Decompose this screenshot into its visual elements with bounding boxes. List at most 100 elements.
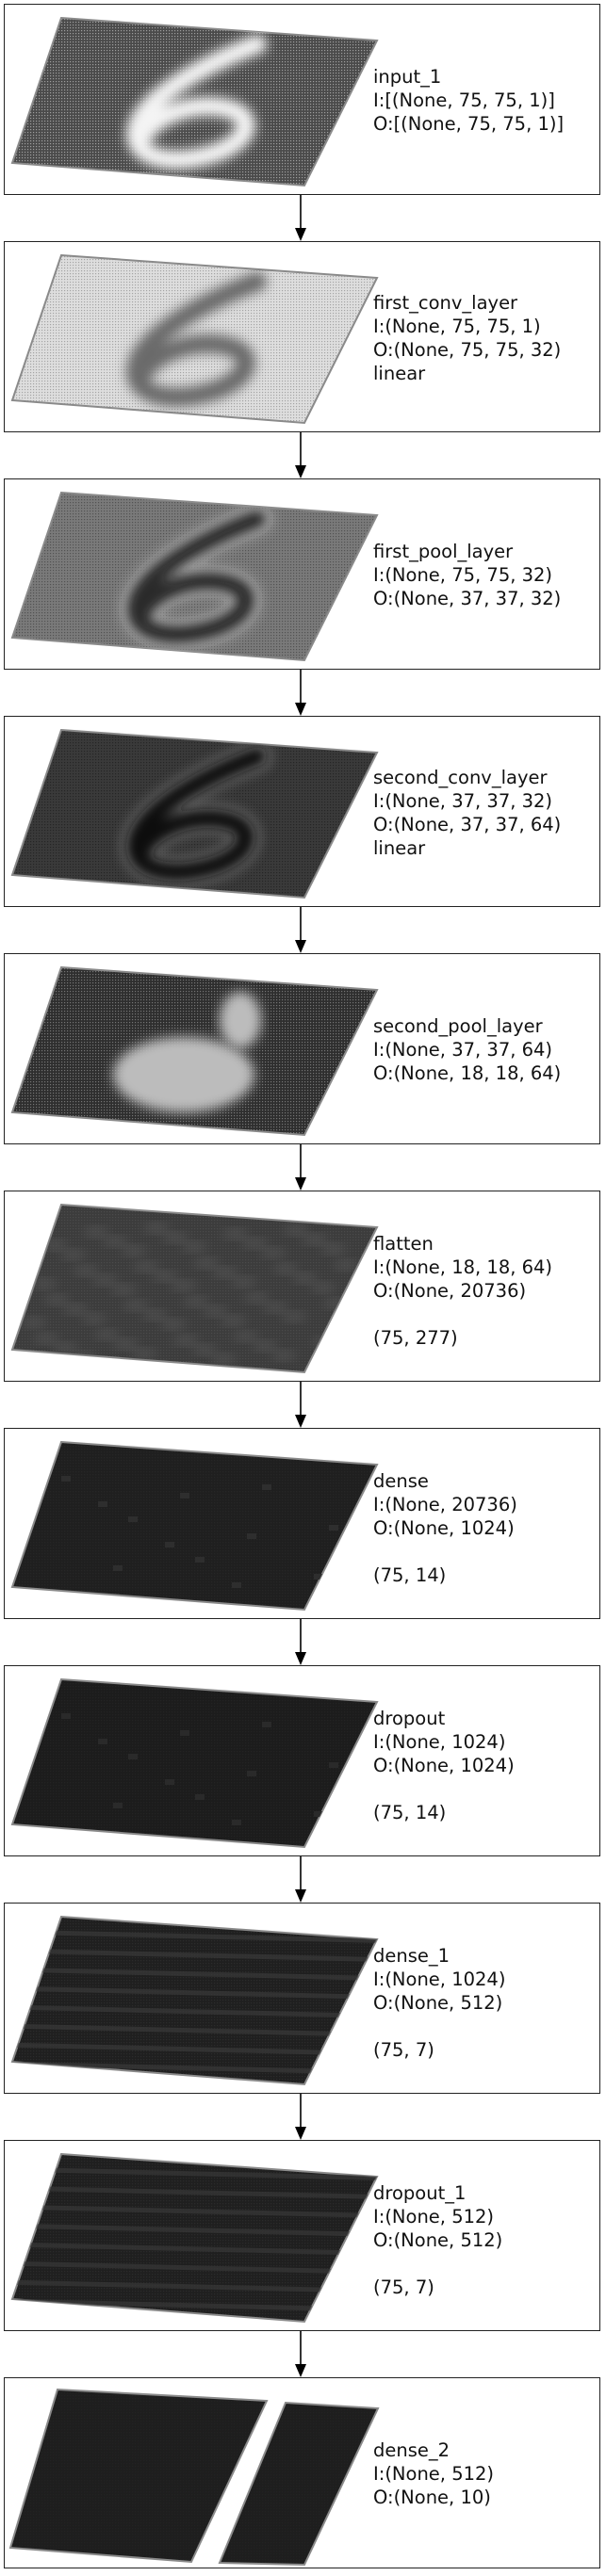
- noise-spot: [210, 1353, 237, 1365]
- activation-spot: [128, 1516, 138, 1522]
- layer-label: input_1 I:[(None, 75, 75, 1)] O:[(None, 75…: [373, 65, 564, 136]
- layer-box-dense_2: dense_2 I:(None, 512) O:(None, 10): [4, 2377, 600, 2568]
- arrow-head: [295, 1415, 306, 1428]
- flow-arrow: [295, 432, 306, 478]
- noise-spot: [191, 1344, 218, 1355]
- layer-box-flatten: flatten I:(None, 18, 18, 64) O:(None, 2073…: [4, 1191, 600, 1382]
- activation-spot: [180, 1730, 189, 1736]
- layer-output-shape: O:(None, 1024): [373, 1517, 515, 1539]
- layer-label: second_pool_layer I:(None, 37, 37, 64) O:(…: [373, 1014, 561, 1085]
- digit-stroke: [126, 272, 267, 407]
- layer-name: first_conv_layer: [373, 291, 518, 314]
- activation-spot: [113, 1565, 123, 1571]
- noise-spot: [73, 1265, 99, 1276]
- feature-map-visual: [10, 491, 379, 662]
- feature-map-visual: [10, 1915, 379, 2086]
- activation-stripe: [12, 2204, 377, 2219]
- feature-map-visual: [10, 1440, 379, 1612]
- layer-label: first_conv_layer I:(None, 75, 75, 1) O:(No…: [373, 291, 561, 385]
- layer-visual-shape: (75, 7): [373, 2276, 434, 2298]
- feature-map-visual: [10, 965, 379, 1137]
- noise-spot: [91, 1274, 118, 1286]
- noise-spot: [320, 1243, 347, 1255]
- layer-output-shape: O:(None, 512): [373, 1992, 503, 2014]
- flow-arrow: [295, 2094, 306, 2140]
- activation-stripe: [12, 2080, 377, 2084]
- arrow-head: [295, 703, 306, 716]
- feature-map-plane: [10, 1915, 379, 2086]
- flow-arrow: [295, 1619, 306, 1665]
- noise-spot: [222, 1228, 249, 1239]
- noise-spot: [123, 1300, 149, 1311]
- activation-stripe: [12, 2317, 377, 2322]
- arrow-head: [295, 1177, 306, 1191]
- noise-spot: [23, 1230, 49, 1241]
- layer-name: dense: [373, 1470, 429, 1492]
- layer-output-shape: O:(None, 75, 75, 32): [373, 338, 562, 361]
- digit-stroke: [126, 510, 267, 644]
- flow-arrow: [295, 670, 306, 716]
- layer-label: dense_1 I:(None, 1024) O:(None, 512) (75, 7…: [373, 1944, 505, 2062]
- noise-spot: [231, 1276, 257, 1288]
- arrow-head: [295, 1652, 306, 1665]
- layer-output-shape: O:[(None, 75, 75, 1)]: [373, 113, 565, 135]
- activation-spot: [113, 1803, 123, 1808]
- layer-output-shape: O:(None, 512): [373, 2229, 503, 2251]
- layer-box-first_pool_layer: first_pool_layer I:(None, 75, 75, 32) O:(N…: [4, 478, 600, 670]
- noise-spot: [181, 1241, 207, 1253]
- noise-spot: [60, 1249, 87, 1260]
- layer-label: dense I:(None, 20736) O:(None, 1024) (75, 1…: [373, 1469, 517, 1587]
- noise-spot: [281, 1311, 307, 1322]
- activation-stripe: [12, 2223, 377, 2238]
- layer-input-shape: I:(None, 20736): [373, 1494, 517, 1515]
- layer-name: second_pool_layer: [373, 1015, 543, 1037]
- noise-spot: [93, 1329, 120, 1340]
- activation-spot: [195, 1794, 205, 1800]
- layer-name: flatten: [373, 1233, 434, 1255]
- noise-spot: [12, 1269, 39, 1280]
- layer-name: dropout_1: [373, 2182, 467, 2204]
- layer-box-dense_1: dense_1 I:(None, 1024) O:(None, 512) (75, 7…: [4, 1903, 600, 2094]
- layer-output-shape: O:(None, 37, 37, 32): [373, 588, 562, 609]
- noise-spot: [43, 1294, 70, 1305]
- flow-arrow: [295, 195, 306, 241]
- noise-spot: [102, 1236, 128, 1247]
- layer-input-shape: I:(None, 1024): [373, 1731, 506, 1753]
- feature-map-visual: [10, 16, 379, 187]
- noise-spot: [193, 1257, 220, 1269]
- layer-label: first_pool_layer I:(None, 75, 75, 32) O:(N…: [373, 540, 561, 610]
- layer-output-shape: O:(None, 37, 37, 64): [373, 813, 562, 835]
- activation-spot: [262, 1484, 271, 1490]
- arrow-head: [295, 465, 306, 478]
- noise-spot: [202, 1305, 228, 1317]
- layer-box-dropout: dropout I:(None, 1024) O:(None, 1024) (75, …: [4, 1665, 600, 1856]
- noise-spot: [81, 1313, 107, 1324]
- layer-name: dense_1: [373, 1945, 450, 1967]
- noise-spot: [322, 1298, 349, 1309]
- activation-spot: [247, 1771, 256, 1776]
- arrow-head: [295, 1889, 306, 1903]
- feature-map-plane: [10, 1677, 379, 1849]
- noise-spot: [270, 1350, 297, 1361]
- noise-spot: [221, 1315, 247, 1326]
- layer-output-shape: O:(None, 1024): [373, 1755, 515, 1776]
- activation-blob: [220, 992, 261, 1048]
- noise-spot: [33, 1333, 59, 1344]
- feature-map-plane: [10, 2152, 379, 2324]
- spacer: [373, 1777, 515, 1801]
- noise-spot: [333, 1259, 359, 1271]
- layer-box-first_conv_layer: first_conv_layer I:(None, 75, 75, 1) O:(No…: [4, 241, 600, 432]
- activation-spot: [262, 1722, 271, 1727]
- noise-spot: [260, 1247, 287, 1258]
- arrow-head: [295, 2364, 306, 2377]
- layer-input-shape: I:(None, 512): [373, 2206, 495, 2228]
- spacer: [373, 1303, 552, 1326]
- layer-input-shape: I:(None, 1024): [373, 1968, 506, 1990]
- noise-spot: [233, 1331, 259, 1342]
- noise-spot: [172, 1335, 199, 1346]
- noise-spot: [243, 1292, 270, 1304]
- noise-spot: [272, 1263, 299, 1274]
- noise-spot: [141, 1309, 168, 1320]
- activation-stripe: [12, 1967, 377, 1982]
